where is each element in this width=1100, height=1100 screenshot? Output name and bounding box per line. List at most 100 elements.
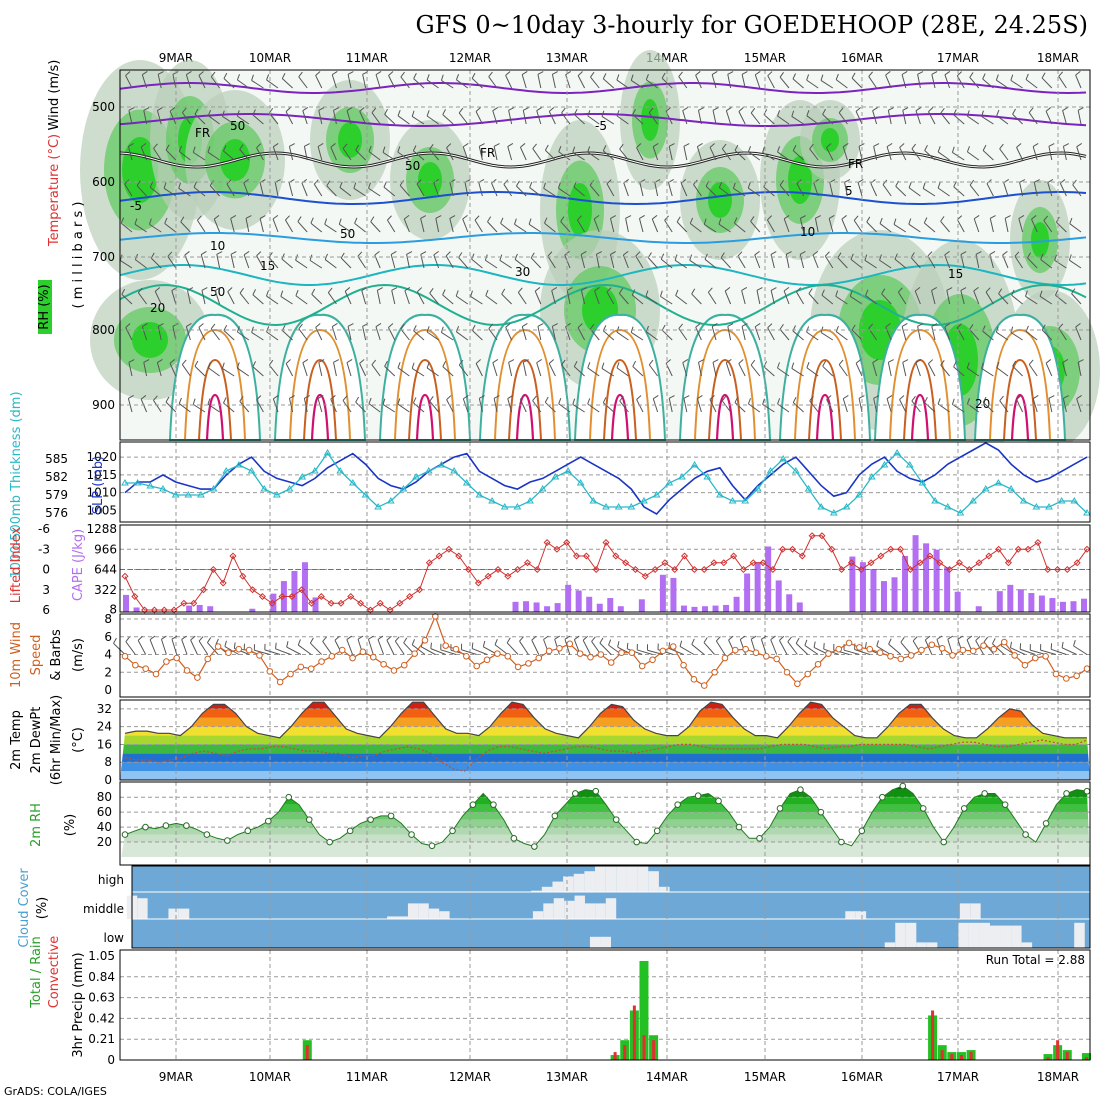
wind-barb [551, 74, 556, 89]
wind-barb [382, 403, 396, 413]
wind-barb [966, 115, 980, 125]
wind-barb-flag [783, 214, 790, 220]
wind-barb [668, 398, 673, 413]
li-marker [258, 592, 266, 601]
cape-bar [249, 608, 256, 612]
wind-barb [822, 365, 834, 377]
wind-barb [331, 326, 337, 341]
wind-barb-flag [698, 359, 705, 363]
wind-barb-flag [544, 217, 548, 224]
wind-barb [223, 330, 235, 341]
wind-barb-flag [953, 109, 957, 116]
contour-label: 50 [230, 119, 245, 133]
wind-barb [668, 146, 673, 161]
wind-barb [140, 146, 148, 161]
wind-barb-flag [901, 323, 908, 327]
li-marker [936, 559, 944, 567]
wind-barb [435, 218, 440, 233]
wind-barb [1075, 326, 1082, 341]
wind-barb [1032, 398, 1038, 413]
temp-band [120, 771, 1090, 780]
rh-marker [919, 805, 927, 812]
wind-barb-flag [391, 287, 398, 291]
wind-barb [505, 75, 513, 89]
wind-barb [814, 218, 819, 233]
wind-barb [594, 290, 600, 305]
wind-barb-flag [403, 215, 410, 220]
wind-barb-flag [750, 635, 757, 640]
wind-barb [429, 400, 439, 413]
wind-barb-flag [259, 215, 266, 219]
wind-barb [266, 331, 279, 341]
wind-barb [514, 223, 527, 233]
wind-barb [676, 221, 688, 233]
wind-speed-marker [732, 646, 739, 654]
wind-barb [660, 295, 673, 305]
wind-barb [806, 331, 819, 341]
wind-barb [576, 219, 586, 233]
wind-barb [501, 293, 512, 305]
wind-barb [160, 639, 167, 655]
wind-speed-marker [504, 652, 512, 660]
rh-marker [203, 831, 211, 838]
wind-barb-flag [881, 288, 886, 295]
wind-barb [901, 74, 907, 89]
wind-barb-flag [338, 218, 342, 225]
wind-barb [1010, 79, 1023, 89]
rh-marker [940, 838, 948, 846]
thickness-marker [994, 479, 1003, 486]
wind-barb-flag [537, 323, 544, 327]
wind-barb [741, 74, 746, 89]
cloud-cell-middle [418, 903, 429, 919]
wind-barb [239, 149, 250, 161]
contour-label: 50 [340, 227, 355, 241]
wind-barb [318, 362, 323, 377]
wind-barb [922, 188, 936, 197]
wind-barb [371, 112, 381, 125]
wind-barb [599, 642, 612, 655]
wind-barb [113, 642, 126, 655]
wind-barb-flag [683, 395, 690, 399]
temperature-axis-label: Temperature (°C) [47, 134, 62, 247]
temp-dome [873, 313, 967, 441]
wind-barb [140, 398, 148, 413]
wind-barb [286, 646, 302, 655]
wind-barb [981, 115, 994, 125]
wind-barb-flag [591, 636, 596, 642]
wind-barb [691, 644, 705, 655]
wind-barb [403, 218, 410, 233]
wind-barb [445, 255, 454, 269]
wind-barb [208, 367, 220, 377]
wind-barb-flag [741, 323, 748, 327]
rh-marker [1083, 787, 1091, 795]
wind-barb [947, 639, 954, 655]
wind-barb-flag [522, 323, 528, 327]
wind-barb [194, 113, 206, 125]
bottom-date-label: 14MAR [646, 1070, 688, 1084]
wind-barb [879, 223, 892, 233]
wind-barb [346, 362, 352, 377]
wind-barb-flag [823, 643, 825, 650]
rh-band [120, 812, 1090, 820]
wind-barb-flag [1063, 395, 1069, 399]
wind-speed-marker [638, 662, 646, 670]
wind-barb [914, 290, 921, 305]
li-marker [631, 565, 639, 574]
bottom-date-axis: 9MAR 10MAR 11MAR 12MAR 13MAR 14MAR 15MAR 16MAR 1… [159, 1070, 1079, 1084]
rh-marker [510, 835, 518, 842]
wind-barb-flag [153, 143, 158, 149]
wind-barb-flag [966, 398, 971, 405]
wind-barb [915, 362, 921, 377]
wind-barb-flag [900, 637, 905, 643]
wind-barb-flag [915, 358, 922, 364]
wind-barb [426, 367, 439, 377]
cape-bar [186, 605, 193, 612]
wind-speed-marker [132, 661, 139, 669]
wind-barb-flag [922, 182, 926, 189]
wind-barb-flag [548, 107, 555, 112]
li-marker [268, 599, 276, 607]
wind-barb [587, 115, 600, 125]
precip-convective-bar [1056, 1040, 1060, 1060]
wind-barb [1019, 182, 1024, 197]
